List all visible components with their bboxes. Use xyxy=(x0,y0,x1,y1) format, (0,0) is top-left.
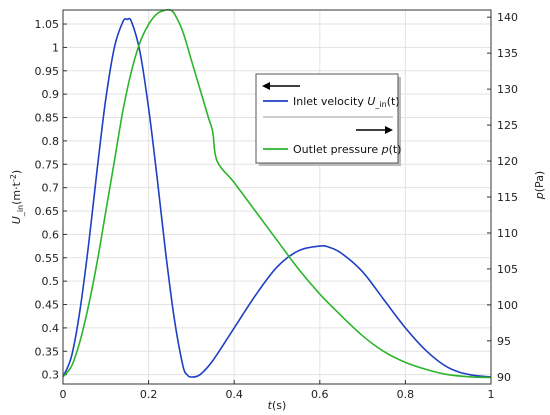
legend-inlet-text: Inlet velocity xyxy=(293,95,367,108)
y-left-tick-label: 0.45 xyxy=(35,299,60,312)
left-arrow-icon xyxy=(262,82,270,90)
series xyxy=(62,8,492,379)
legend-label-outlet: Outlet pressure p(t) xyxy=(293,143,401,156)
legend: Inlet velocity U_in(t) Outlet pressure p… xyxy=(255,73,401,166)
y-left-tick-label: 0.75 xyxy=(35,158,60,171)
right-arrow-icon xyxy=(385,126,393,134)
series-line-inlet-velocity xyxy=(62,17,492,378)
y-left-tick-label: 0.65 xyxy=(35,205,60,218)
y-left-tick-label: 0.9 xyxy=(42,88,60,101)
y-left-close: ) xyxy=(10,170,23,174)
series-line-outlet-pressure xyxy=(62,8,492,379)
y-left-tick-label: 0.55 xyxy=(35,252,60,265)
legend-outlet-var: p xyxy=(381,143,389,156)
legend-inlet-arg: (t) xyxy=(387,95,400,108)
y-right-tick-label: 125 xyxy=(497,119,518,132)
y-right-tick-label: 90 xyxy=(497,371,511,384)
y-left-tick-label: 1.05 xyxy=(35,18,60,31)
y-axis-right-label: p(Pa) xyxy=(533,171,546,200)
y-right-tick-label: 110 xyxy=(497,227,518,240)
y-left-tick-label: 0.85 xyxy=(35,112,60,125)
x-axis-label: t(s) xyxy=(268,399,287,412)
legend-label-inlet: Inlet velocity U_in(t) xyxy=(293,95,400,109)
x-tick-label: 0.4 xyxy=(225,388,243,401)
x-axis-var: t xyxy=(268,399,273,412)
y-axis-left-label: U_in(m·t-2) xyxy=(9,170,25,224)
y-right-tick-label: 115 xyxy=(497,191,518,204)
y-left-ticks: 0.3 0.35 0.4 0.45 0.5 0.55 0.6 0.65 0.7 0.75 0.8 0.… xyxy=(35,18,67,382)
y-right-tick-label: 130 xyxy=(497,83,518,96)
y-right-tick-label: 140 xyxy=(497,11,518,24)
x-tick-label: 0 xyxy=(60,388,67,401)
y-right-tick-label: 95 xyxy=(497,335,511,348)
y-right-tick-label: 135 xyxy=(497,47,518,60)
y-right-unit: (Pa) xyxy=(533,171,546,192)
legend-outlet-text: Outlet pressure xyxy=(293,143,382,156)
y-left-tick-label: 0.35 xyxy=(35,345,60,358)
y-left-sup: -2 xyxy=(9,174,18,182)
y-left-sub: _in xyxy=(16,205,25,217)
y-left-tick-label: 0.4 xyxy=(42,322,60,335)
y-left-tick-label: 0.7 xyxy=(42,182,60,195)
y-right-tick-label: 105 xyxy=(497,263,518,276)
y-right-var: p xyxy=(533,192,546,200)
y-left-tick-label: 0.3 xyxy=(42,369,60,382)
x-tick-label: 0.6 xyxy=(311,388,329,401)
x-tick-label: 0.8 xyxy=(397,388,415,401)
y-right-tick-label: 100 xyxy=(497,299,518,312)
legend-right-axis-arrow xyxy=(356,126,393,134)
y-left-var: U xyxy=(10,216,23,224)
y-left-tick-label: 0.6 xyxy=(42,228,60,241)
x-axis-unit: (s) xyxy=(272,399,286,412)
y-left-unit: (m·t xyxy=(10,181,23,205)
y-left-tick-label: 0.95 xyxy=(35,65,60,78)
x-tick-label: 1 xyxy=(488,388,495,401)
grid xyxy=(62,10,492,384)
plot-frame xyxy=(62,9,492,385)
y-left-tick-label: 1 xyxy=(52,41,59,54)
legend-inlet-var: U xyxy=(367,95,375,108)
plot-background xyxy=(63,10,491,384)
legend-outlet-arg: (t) xyxy=(389,143,402,156)
y-right-ticks: 90 95 100 105 110 115 120 125 130 135 140 xyxy=(487,11,518,384)
x-tick-label: 0.2 xyxy=(140,388,158,401)
legend-inlet-sub: _in xyxy=(374,100,386,109)
y-left-tick-label: 0.8 xyxy=(42,135,60,148)
y-right-tick-label: 120 xyxy=(497,155,518,168)
legend-left-axis-arrow xyxy=(262,82,300,90)
y-left-tick-label: 0.5 xyxy=(42,275,60,288)
